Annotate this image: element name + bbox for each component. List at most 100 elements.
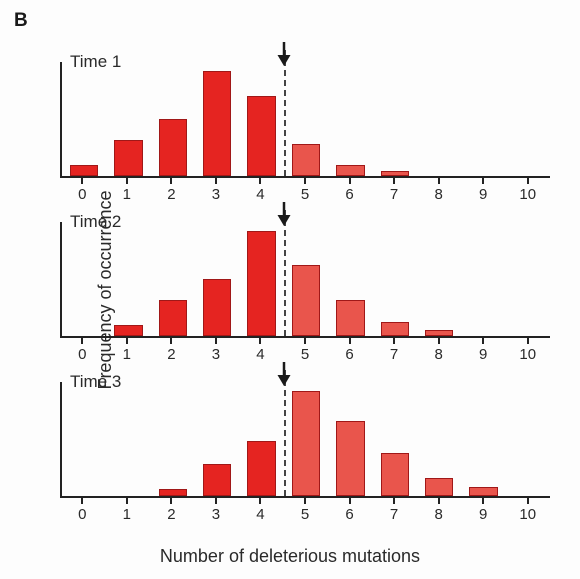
divider-line xyxy=(284,370,286,496)
chart-stack: Time 1012345678910Time 2012345678910Time… xyxy=(60,50,560,530)
bar-slot xyxy=(373,382,417,496)
bar-slot xyxy=(151,382,195,496)
bar-slot xyxy=(62,62,106,176)
divider-line xyxy=(284,210,286,336)
plot-area xyxy=(60,222,550,338)
bar-slot xyxy=(461,382,505,496)
bar xyxy=(114,140,142,176)
arrow-down-icon xyxy=(274,361,294,387)
x-tick: 5 xyxy=(283,498,328,526)
x-tick: 9 xyxy=(461,178,506,206)
bar-slot xyxy=(239,382,283,496)
bar-slot xyxy=(239,62,283,176)
x-tick: 2 xyxy=(149,338,194,366)
x-tick-label: 2 xyxy=(167,346,175,363)
bar xyxy=(292,265,320,336)
bar-slot xyxy=(417,382,461,496)
x-axis-label: Number of deleterious mutations xyxy=(0,546,580,567)
x-tick: 0 xyxy=(60,498,105,526)
bar-slot xyxy=(373,62,417,176)
bar-slot xyxy=(461,222,505,336)
x-tick-label: 0 xyxy=(78,186,86,203)
plot-area xyxy=(60,62,550,178)
bar-slot xyxy=(284,382,328,496)
x-tick-label: 10 xyxy=(519,346,536,363)
x-tick-label: 2 xyxy=(167,506,175,523)
bar-slot xyxy=(328,382,372,496)
x-tick-label: 6 xyxy=(345,346,353,363)
x-tick: 7 xyxy=(372,338,417,366)
bar-slot xyxy=(506,382,550,496)
x-tick: 10 xyxy=(505,338,550,366)
x-tick: 6 xyxy=(327,178,372,206)
bar xyxy=(159,489,187,496)
x-tick-label: 3 xyxy=(212,186,220,203)
x-tick: 10 xyxy=(505,178,550,206)
x-tick: 8 xyxy=(416,498,461,526)
bars-container xyxy=(62,382,550,496)
x-tick-label: 4 xyxy=(256,506,264,523)
divider-line xyxy=(284,50,286,176)
bar xyxy=(292,144,320,176)
bar xyxy=(159,300,187,336)
bar-slot xyxy=(62,382,106,496)
bar xyxy=(203,279,231,336)
bar-slot xyxy=(461,62,505,176)
bar xyxy=(425,478,453,496)
x-tick: 8 xyxy=(416,338,461,366)
x-tick: 6 xyxy=(327,498,372,526)
mini-chart-3: Time 3012345678910 xyxy=(60,370,560,526)
x-tick-label: 10 xyxy=(519,506,536,523)
x-tick: 8 xyxy=(416,178,461,206)
bar-slot xyxy=(328,222,372,336)
x-tick: 4 xyxy=(238,498,283,526)
x-tick: 10 xyxy=(505,498,550,526)
time-label: Time 3 xyxy=(70,372,121,392)
time-label: Time 2 xyxy=(70,212,121,232)
x-tick-label: 3 xyxy=(212,346,220,363)
bar-slot xyxy=(328,62,372,176)
x-tick: 1 xyxy=(105,498,150,526)
bar-slot xyxy=(506,222,550,336)
arrow-down-icon xyxy=(274,201,294,227)
x-tick-label: 6 xyxy=(345,186,353,203)
bar xyxy=(203,71,231,176)
x-tick-label: 10 xyxy=(519,186,536,203)
x-tick: 3 xyxy=(194,178,239,206)
x-tick-label: 1 xyxy=(123,186,131,203)
x-tick-label: 0 xyxy=(78,346,86,363)
x-tick: 7 xyxy=(372,498,417,526)
bars-container xyxy=(62,62,550,176)
bar-slot xyxy=(284,62,328,176)
x-tick-label: 7 xyxy=(390,346,398,363)
panel-letter: B xyxy=(14,10,28,32)
x-ticks: 012345678910 xyxy=(60,498,550,526)
bar xyxy=(247,441,275,496)
bar-slot xyxy=(151,62,195,176)
x-tick: 2 xyxy=(149,498,194,526)
bar-slot xyxy=(195,222,239,336)
bar xyxy=(381,171,409,176)
bar xyxy=(469,487,497,496)
bar xyxy=(336,421,364,496)
bar xyxy=(425,330,453,336)
arrow-down-icon xyxy=(274,41,294,67)
bar xyxy=(381,322,409,336)
bar-slot xyxy=(417,62,461,176)
x-tick: 9 xyxy=(461,338,506,366)
bar-slot xyxy=(195,62,239,176)
x-tick-label: 7 xyxy=(390,186,398,203)
x-ticks: 012345678910 xyxy=(60,338,550,366)
bar-slot xyxy=(417,222,461,336)
x-tick-label: 5 xyxy=(301,506,309,523)
x-tick-label: 4 xyxy=(256,186,264,203)
x-tick: 1 xyxy=(105,178,150,206)
bar xyxy=(70,165,98,176)
x-tick-label: 1 xyxy=(123,346,131,363)
x-tick: 1 xyxy=(105,338,150,366)
time-label: Time 1 xyxy=(70,52,121,72)
plot-area xyxy=(60,382,550,498)
bar xyxy=(336,165,364,176)
bar xyxy=(247,96,275,176)
x-tick: 7 xyxy=(372,178,417,206)
